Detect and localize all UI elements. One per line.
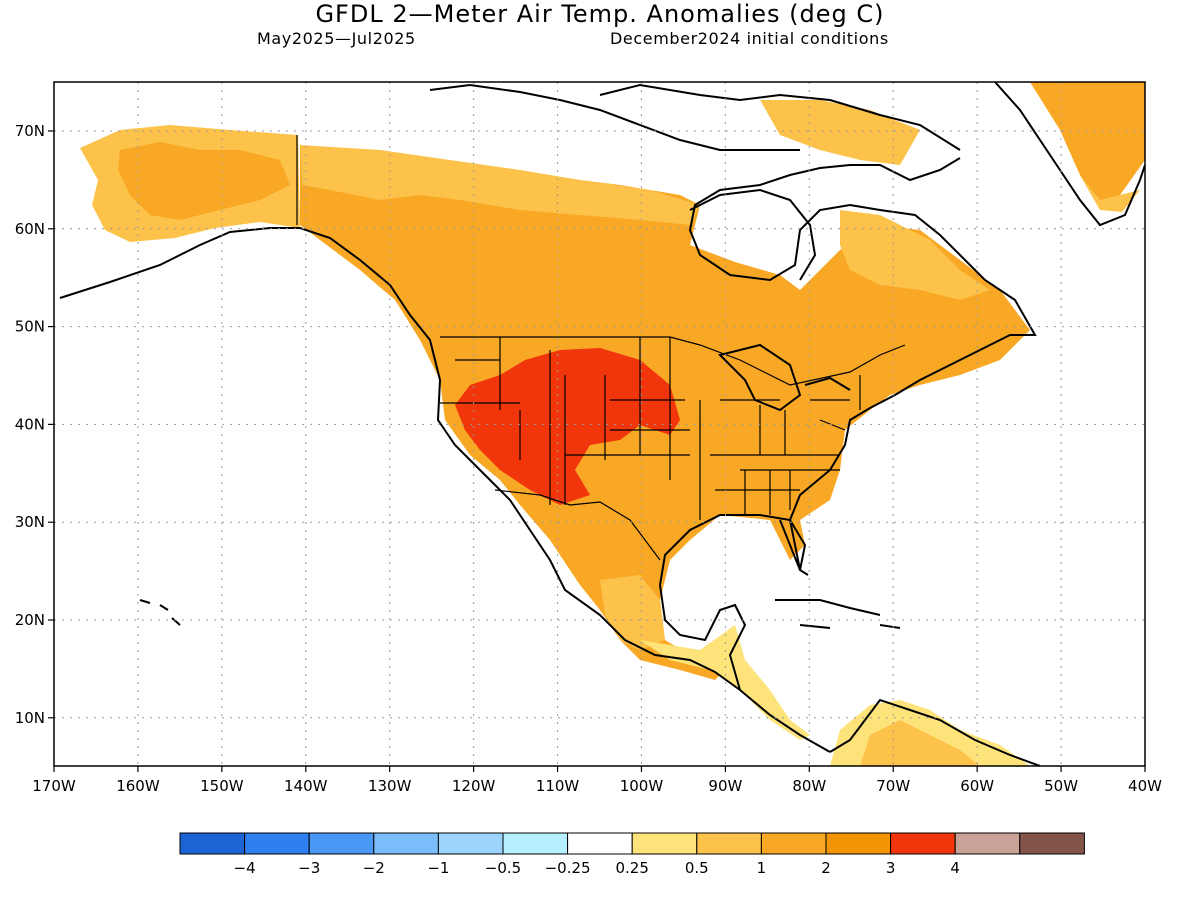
lon-tick-label: 90W <box>708 777 742 795</box>
anomaly-region-arctic-islands <box>760 100 920 165</box>
lon-tick-label: 170W <box>32 777 76 795</box>
lat-tick-label: 20N <box>15 611 45 629</box>
lon-tick-label: 130W <box>368 777 412 795</box>
lat-tick-label: 60N <box>15 220 45 238</box>
lat-tick-label: 40N <box>15 415 45 433</box>
colorbar-swatch <box>760 832 827 855</box>
colorbar-label: −0.25 <box>545 859 591 877</box>
colorbar-label: −3 <box>298 859 320 877</box>
anomaly-region-greenland-edge <box>1080 175 1140 212</box>
anomaly-region-central-america <box>640 625 810 740</box>
colorbar-swatch <box>437 832 504 855</box>
us-state-borders <box>440 337 861 520</box>
colorbar-label: 0.5 <box>685 859 709 877</box>
greenland-coastline <box>994 82 1145 227</box>
anomaly-region-labrador <box>840 210 990 300</box>
colorbar-label: 3 <box>886 859 896 877</box>
colorbar-swatch <box>502 832 569 855</box>
colorbar-label: 0.25 <box>615 859 648 877</box>
period-subtitle: May2025—Jul2025 <box>257 29 416 48</box>
colorbar-label: −0.5 <box>485 859 521 877</box>
lon-tick-label: 120W <box>452 777 496 795</box>
colorbar-label: 4 <box>950 859 960 877</box>
anomaly-region-south-america-core <box>860 720 980 766</box>
arctic-islands <box>429 83 961 151</box>
lon-tick-label: 160W <box>116 777 160 795</box>
south-america-coast <box>829 698 1041 766</box>
caribbean-islands <box>775 599 901 629</box>
colorbar-label: −4 <box>234 859 256 877</box>
anomaly-region-2-to-3 <box>455 348 680 505</box>
initial-conditions-subtitle: December2024 initial conditions <box>610 29 889 48</box>
lon-tick-label: 70W <box>876 777 910 795</box>
lon-tick-label: 40W <box>1128 777 1162 795</box>
us-mexico-border <box>494 489 661 561</box>
lon-tick-label: 80W <box>792 777 826 795</box>
lon-tick-label: 110W <box>536 777 580 795</box>
lat-tick-label: 70N <box>15 122 45 140</box>
colorbar-swatch <box>308 832 375 855</box>
map-title: GFDL 2—Meter Air Temp. Anomalies (deg C) <box>315 0 885 28</box>
graticule <box>54 82 1145 766</box>
colorbar-label: −1 <box>427 859 449 877</box>
colorbar: −4 −3 −2 −1 −0.5 −0.25 0.25 0.5 1 2 3 4 <box>179 832 1085 877</box>
coastline-layer <box>59 82 1145 766</box>
lat-tick-label: 10N <box>15 709 45 727</box>
great-lakes <box>718 343 851 412</box>
anomaly-region-greenland <box>1030 82 1145 210</box>
lon-tick-label: 150W <box>200 777 244 795</box>
hawaii-islands <box>139 599 181 626</box>
lat-tick-label: 30N <box>15 513 45 531</box>
florida-coast <box>779 519 809 576</box>
latitude-axis: 70N 60N 50N 40N 30N 20N 10N <box>15 122 54 727</box>
colorbar-label: 2 <box>821 859 831 877</box>
colorbar-swatch <box>696 832 762 855</box>
colorbar-swatch <box>567 832 633 855</box>
colorbar-swatch <box>954 832 1021 855</box>
lon-tick-label: 50W <box>1044 777 1078 795</box>
anomaly-region-alaska-core <box>118 142 290 220</box>
lat-tick-label: 50N <box>15 318 45 336</box>
anomaly-region-north-canada <box>300 145 700 225</box>
lon-tick-label: 100W <box>620 777 664 795</box>
colorbar-label: 1 <box>757 859 767 877</box>
lon-tick-label: 140W <box>284 777 328 795</box>
colorbar-swatch <box>631 832 698 855</box>
anomaly-fill-layer <box>80 82 1145 766</box>
political-borders <box>296 135 906 561</box>
colorbar-swatch <box>179 832 246 855</box>
colorbar-swatch <box>825 832 892 855</box>
hudson-bay-coastline <box>689 188 817 281</box>
colorbar-swatch <box>373 832 439 855</box>
colorbar-swatch <box>244 832 310 855</box>
colorbar-swatch <box>1019 832 1085 855</box>
lon-tick-label: 60W <box>960 777 994 795</box>
colorbar-swatch <box>890 832 956 855</box>
longitude-axis: 170W 160W 150W 140W 130W 120W 110W 100W 90W 80W 70… <box>32 766 1162 795</box>
us-canada-border <box>440 336 906 386</box>
colorbar-label: −2 <box>363 859 385 877</box>
